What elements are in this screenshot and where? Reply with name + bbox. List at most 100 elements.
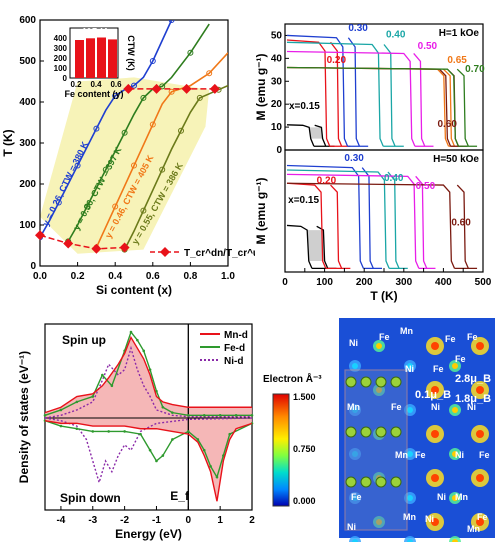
atom-density-core — [452, 363, 458, 369]
x-tick-label: -1 — [152, 515, 161, 526]
charge-density-map: Electron Å⁻³ 1.500 0.750 0.000 Ni Fe Mn Ni Fe Fe M… — [263, 318, 495, 542]
heating-curve — [383, 44, 396, 147]
composition-label: 0.60 — [437, 119, 457, 130]
x-tick-label: 400 — [435, 277, 452, 288]
y-tick-label: 0 — [276, 145, 282, 156]
atom-label: Fe — [379, 332, 390, 342]
data-point — [140, 207, 147, 214]
composition-label: 0.30 — [344, 153, 364, 164]
hysteresis-fill — [307, 230, 325, 262]
atom-label: Fe — [433, 364, 444, 374]
atom-density-core — [476, 386, 484, 394]
data-point — [196, 94, 203, 101]
spin-density-lobe — [390, 426, 402, 438]
dos-chart: -4 -3 -2 -1 0 1 2 Energy (eV) Density of states … — [17, 323, 255, 541]
fe-point — [136, 338, 139, 342]
data-point — [112, 203, 119, 210]
atom-density-core — [431, 342, 439, 350]
spin-density-lobe — [345, 376, 357, 388]
colorbar-tick: 1.500 — [293, 392, 316, 402]
inset-y-tick: 200 — [54, 54, 68, 63]
x-tick-label: 0 — [282, 277, 288, 288]
heating-curve — [442, 68, 456, 147]
y-axis-label: Density of states (eV⁻¹) — [17, 351, 31, 483]
atom-label: Mn — [403, 512, 416, 522]
legend-label: Fe-d — [224, 343, 245, 354]
data-point — [55, 199, 62, 206]
inset-bar — [108, 39, 117, 78]
composition-label: 0.65 — [447, 55, 467, 66]
ni-down-line — [44, 417, 253, 485]
x-tick-label: 0 — [186, 515, 192, 526]
fe-point — [75, 427, 79, 431]
inset-x-tick: 0.2 — [70, 80, 82, 89]
inset-title: 405 K — [81, 27, 108, 38]
x-tick-label: 0.2 — [71, 271, 85, 282]
critical-line-down — [39, 234, 125, 250]
atom-label: Ni — [347, 522, 356, 532]
inset-x-label: Fe content (y) — [64, 89, 123, 99]
cooling-curve — [286, 39, 331, 147]
inset-y-tick: 0 — [63, 74, 68, 83]
composition-label: x=0.15 — [289, 101, 320, 112]
x-tick-label: 200 — [356, 277, 373, 288]
mn-up-fill — [45, 337, 252, 418]
x-tick-label: 1.0 — [221, 271, 235, 282]
cooling-curve — [286, 182, 456, 269]
heating-curve — [413, 53, 426, 147]
fe-point — [155, 459, 158, 463]
fe-point — [148, 368, 152, 371]
series-line-026 — [40, 20, 173, 238]
x-tick-label: 0.0 — [33, 271, 47, 282]
y-tick-label: 50 — [271, 30, 283, 41]
critical-point-marker — [209, 83, 220, 94]
atom-density-core — [407, 539, 413, 542]
field-label: H=1 kOe — [439, 28, 480, 39]
spin-density-lobe — [360, 426, 372, 438]
x-tick-label: 1 — [217, 515, 223, 526]
fe-point — [218, 414, 222, 417]
composition-label: 0.70 — [465, 64, 485, 75]
fe-point — [59, 424, 63, 428]
inset-y-label: CTW (K) — [126, 35, 136, 71]
atom-label: Ni — [437, 492, 446, 502]
fe-point — [91, 430, 95, 433]
heating-curve — [330, 41, 343, 147]
heating-curve — [446, 68, 460, 147]
fe-point — [155, 389, 158, 393]
series-group — [40, 20, 228, 253]
fe-point — [142, 349, 146, 353]
x-tick-label: 300 — [395, 277, 412, 288]
atom-label: Fe — [455, 354, 466, 364]
colorbar-title: Electron Å⁻³ — [263, 372, 322, 385]
data-point — [178, 127, 184, 134]
y-axis-label: M (emu g⁻¹) — [255, 54, 268, 121]
cooling-curve — [286, 182, 327, 269]
atom-density-core — [476, 474, 484, 482]
atom-label: Fe — [351, 492, 362, 502]
fe-point — [202, 448, 206, 452]
atom-label: Ni — [349, 338, 358, 348]
y-axis-label: M (emu g⁻¹) — [255, 178, 268, 245]
atom-label: Ni — [405, 364, 414, 374]
atom-label: Fe — [391, 402, 402, 412]
x-axis-label: T (K) — [370, 289, 397, 303]
data-point — [159, 83, 166, 90]
fe-point — [110, 384, 114, 388]
fe-point — [43, 414, 47, 417]
composition-label: x=0.15 — [288, 195, 319, 206]
fe-point — [129, 330, 133, 334]
mn-down-fill — [45, 418, 252, 502]
cooling-curve — [286, 124, 315, 147]
spin-density-lobe — [390, 476, 402, 488]
fe-point — [187, 414, 190, 417]
spin-density-lobe — [360, 376, 372, 388]
data-point — [121, 129, 128, 136]
fe-point — [161, 405, 165, 409]
fe-point — [91, 395, 95, 398]
heating-curve — [415, 175, 428, 269]
atom-label: Fe — [415, 450, 426, 460]
atom-density-core — [452, 495, 458, 501]
atom-density-core — [476, 518, 484, 526]
y-tick-label: 0 — [30, 261, 36, 272]
